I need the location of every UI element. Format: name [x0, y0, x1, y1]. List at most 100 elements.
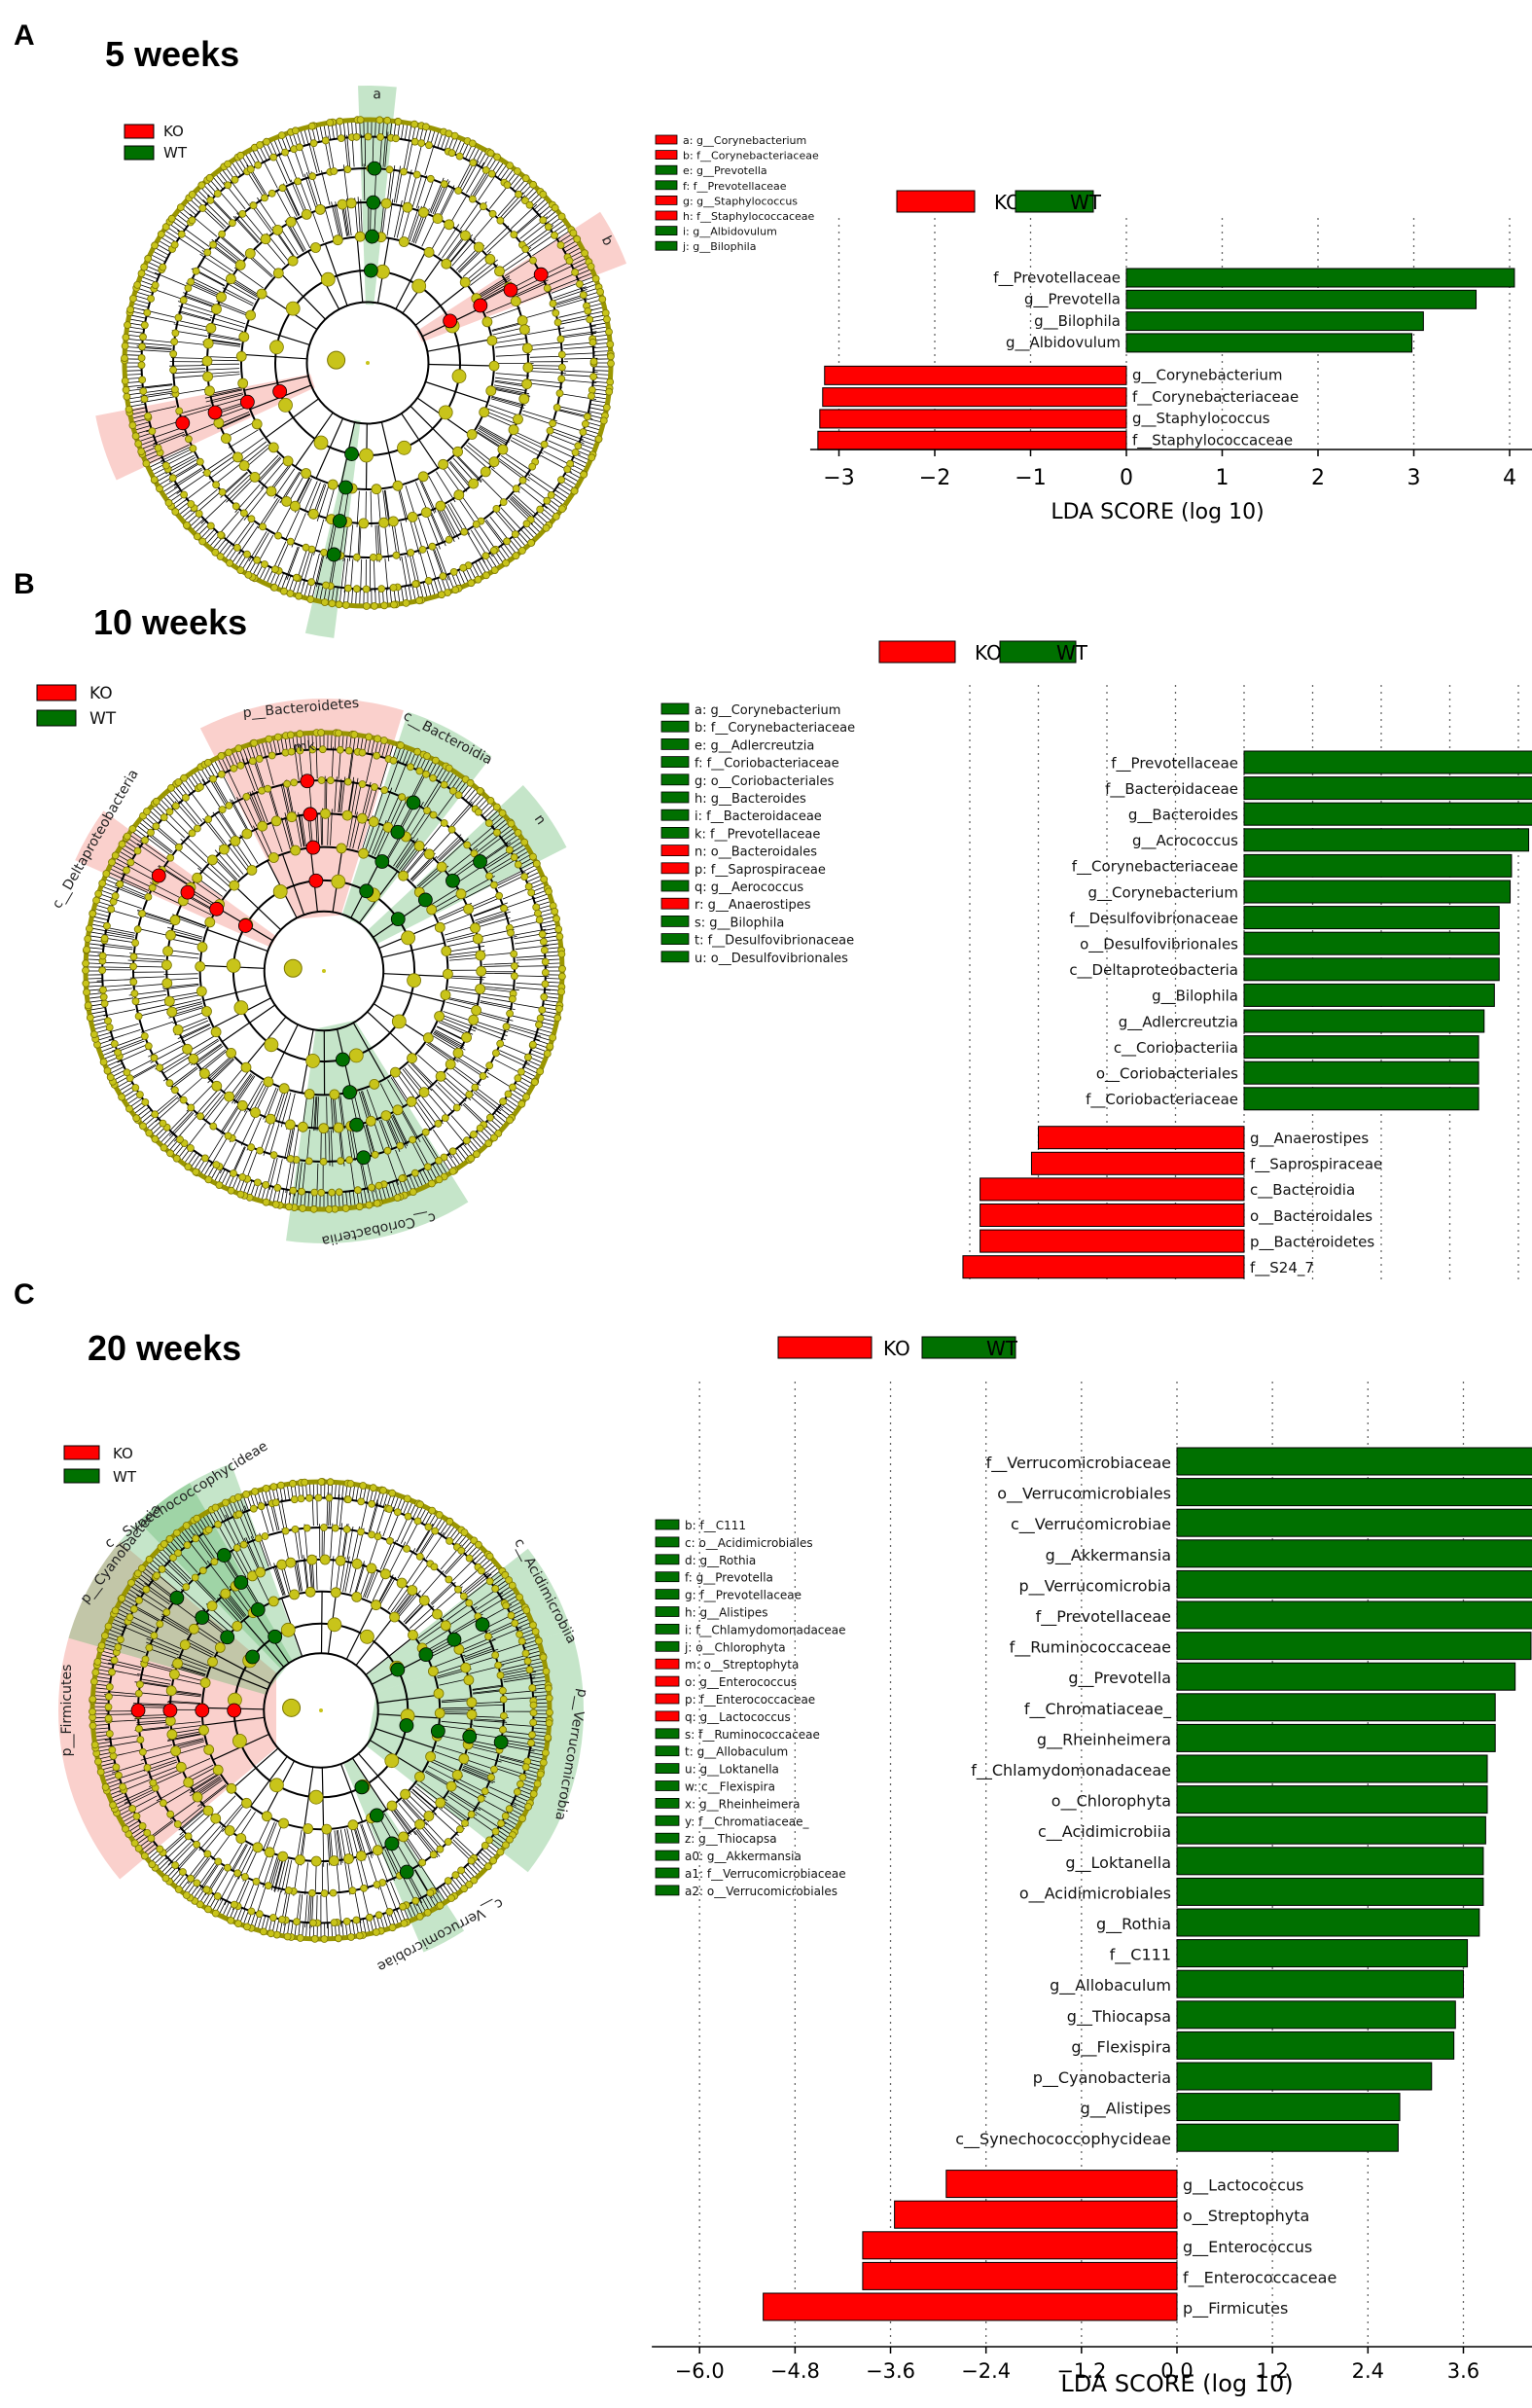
legend-swatch-ko: [124, 124, 155, 139]
taxon-node: [522, 1093, 530, 1101]
taxon-node: [428, 1506, 437, 1515]
clade-key-label: j: g__Bilophila: [682, 240, 756, 253]
taxon-node: [486, 335, 498, 346]
clade-key-swatch: [660, 720, 690, 733]
taxon-node: [518, 476, 527, 485]
legend-label-wt: WT: [163, 144, 188, 162]
clade-key-swatch: [655, 1606, 680, 1617]
taxon-node: [451, 369, 467, 384]
taxon-node: [272, 884, 288, 899]
taxon-node: [582, 419, 589, 428]
taxon-node: [232, 1621, 243, 1632]
wt-node: [267, 1629, 283, 1644]
clade-key-swatch: [660, 880, 690, 892]
taxon-node: [215, 1181, 224, 1189]
taxon-node: [366, 1563, 377, 1574]
taxon-node: [86, 924, 93, 933]
taxon-node: [551, 203, 559, 212]
taxon-node: [460, 1885, 469, 1893]
taxon-node: [285, 1203, 294, 1211]
clade-key-swatch: [655, 180, 678, 191]
taxon-node: [414, 1818, 426, 1830]
taxon-node: [171, 1861, 180, 1869]
taxon-node: [552, 308, 560, 317]
bar-label: o__Bacteroidales: [1250, 1207, 1372, 1226]
taxon-node: [320, 1889, 329, 1897]
taxon-node: [380, 601, 389, 610]
taxon-node: [337, 198, 348, 210]
clade-key-label: g: f__Prevotellaceae: [685, 1589, 802, 1602]
taxon-node: [402, 599, 410, 607]
clade-key-swatch: [655, 1763, 680, 1774]
taxon-node: [359, 448, 374, 463]
taxon-node: [261, 1532, 269, 1540]
taxon-node: [177, 230, 186, 238]
taxon-node: [82, 959, 89, 968]
taxon-node: [126, 858, 135, 867]
clade-key-label: h: g__Alistipes: [685, 1606, 768, 1620]
taxon-node: [393, 1194, 402, 1202]
taxon-node: [385, 1908, 394, 1916]
taxon-node: [489, 881, 498, 889]
bar-label: g__Bilophila: [1034, 312, 1121, 331]
taxon-node: [289, 500, 301, 512]
taxon-node: [210, 1558, 219, 1566]
taxon-node: [606, 340, 615, 348]
taxon-node: [485, 872, 493, 881]
taxon-node: [514, 167, 521, 175]
taxon-node: [440, 819, 448, 827]
taxon-node: [281, 1527, 290, 1535]
taxon-node: [392, 480, 404, 491]
bar-label: f__Prevotellaceae: [993, 269, 1121, 287]
taxon-node: [425, 141, 433, 150]
taxon-node: [140, 263, 149, 271]
taxon-node: [444, 1838, 452, 1846]
taxon-node: [373, 751, 381, 760]
taxon-node: [372, 1845, 383, 1856]
taxon-node: [389, 756, 398, 765]
taxon-node: [400, 167, 408, 176]
taxon-node: [320, 1935, 329, 1943]
taxon-node: [438, 458, 449, 470]
taxon-node: [403, 1545, 411, 1553]
bar-g__Prevotella: [1125, 289, 1478, 309]
taxon-node: [305, 1493, 313, 1502]
center-node: [366, 361, 370, 365]
bar-g__Adlercreutzia: [1243, 1009, 1485, 1033]
taxon-node: [477, 1566, 485, 1575]
taxon-node: [108, 1668, 116, 1676]
taxon-node: [438, 591, 445, 599]
taxon-node: [500, 1711, 508, 1720]
clade-key-label: j: o__Chlorophyta: [684, 1640, 786, 1654]
wt-node: [445, 873, 460, 888]
taxon-node: [278, 184, 287, 193]
taxon-node: [540, 992, 549, 1001]
taxon-node: [425, 1751, 437, 1762]
taxon-node: [438, 405, 453, 420]
taxon-node: [174, 1549, 182, 1558]
taxon-node: [306, 1554, 318, 1565]
wt-node: [335, 1052, 350, 1067]
taxon-node: [140, 395, 149, 404]
clade-key-label: h: g__Bacteroides: [695, 792, 806, 807]
taxon-node: [196, 783, 204, 791]
taxon-node: [488, 360, 500, 372]
taxon-node: [434, 1011, 445, 1022]
taxon-node: [82, 966, 89, 975]
bar-f__Bacteroidaceae: [1243, 776, 1532, 801]
taxon-node: [164, 498, 173, 507]
ko-node: [239, 394, 255, 410]
panel-a: A 5 weeks KO WT ab a: g__Corynebacterium…: [14, 19, 1532, 638]
taxon-node: [152, 822, 160, 831]
taxon-node: [539, 216, 548, 225]
taxon-node: [206, 1600, 218, 1611]
taxon-node: [465, 1881, 474, 1888]
clade-key-swatch: [655, 1815, 680, 1826]
taxon-node: [546, 1708, 553, 1716]
taxon-node: [509, 994, 517, 1003]
taxon-node: [314, 203, 326, 215]
wt-node: [446, 1632, 462, 1647]
bar-o__Bacteroidales: [980, 1204, 1245, 1227]
taxon-node: [406, 1096, 417, 1107]
bar-label: c__Coriobacteriia: [1114, 1039, 1238, 1058]
